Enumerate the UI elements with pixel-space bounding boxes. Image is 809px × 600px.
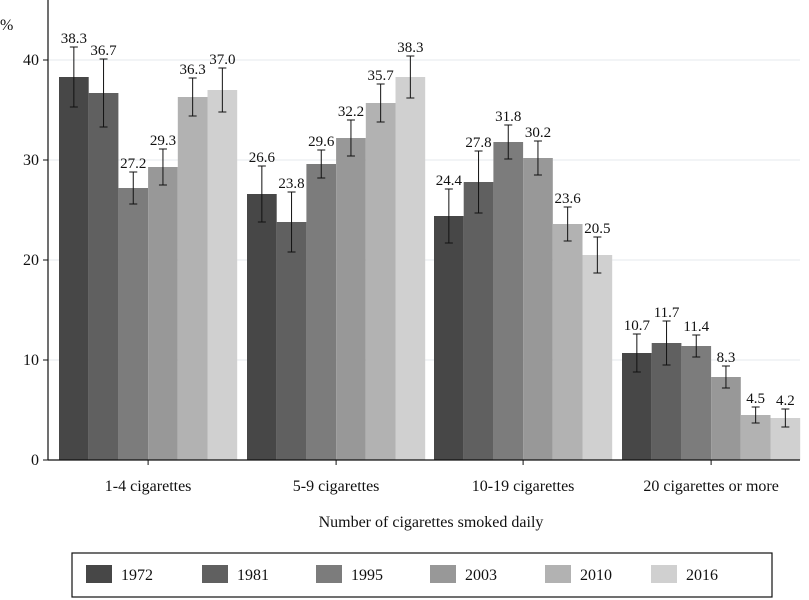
data-label: 11.7 (654, 305, 680, 321)
legend: 1972 1981 1995 2003 2010 2016 (71, 552, 773, 598)
data-label: 32.2 (338, 104, 364, 120)
bar (711, 377, 741, 460)
data-label: 27.8 (465, 135, 491, 151)
bar (276, 222, 307, 460)
bar (247, 194, 277, 460)
data-label: 30.2 (525, 125, 551, 141)
data-label: 4.5 (746, 391, 765, 407)
data-label: 24.4 (436, 173, 463, 189)
legend-label: 2003 (465, 567, 497, 584)
bar (493, 142, 524, 460)
legend-swatch (430, 565, 456, 583)
bar (306, 164, 337, 460)
bar (395, 77, 426, 460)
legend-swatch (202, 565, 228, 583)
data-label: 29.6 (308, 134, 335, 150)
y-tick-label: 40 (23, 52, 39, 69)
data-label: 29.3 (150, 133, 176, 149)
bar (463, 182, 494, 460)
bar (434, 216, 464, 460)
y-tick-label: 0 (31, 452, 39, 469)
data-label: 27.2 (120, 156, 146, 172)
data-label: 31.8 (495, 109, 521, 125)
data-label: 36.3 (180, 62, 206, 78)
data-label: 35.7 (368, 68, 395, 84)
bar (59, 77, 89, 460)
bar (88, 93, 119, 460)
data-label: 20.5 (584, 221, 610, 237)
error-bars (69, 46, 790, 428)
bar (118, 188, 149, 460)
data-label: 38.3 (397, 40, 423, 56)
data-label: 23.6 (555, 191, 582, 207)
bar (523, 158, 553, 460)
legend-label: 1972 (121, 567, 153, 584)
legend-label: 1981 (237, 567, 269, 584)
legend-swatch (316, 565, 342, 583)
y-axis: % 0 10 20 30 40 (0, 0, 49, 469)
data-label: 11.4 (683, 319, 709, 335)
x-tick-label: 10-19 cigarettes (472, 478, 575, 495)
data-label: 4.2 (776, 393, 795, 409)
y-tick-label: 30 (23, 152, 39, 169)
y-axis-title: % (0, 17, 13, 34)
y-tick-label: 10 (23, 352, 39, 369)
value-labels: 38.3 26.6 24.4 10.7 36.7 23.8 27.8 11.7 27.2 29.6… (61, 31, 795, 409)
bar (681, 346, 712, 460)
bar (207, 90, 238, 460)
bars (59, 77, 801, 460)
bar (552, 224, 583, 460)
legend-label: 2010 (580, 567, 612, 584)
bar (582, 255, 613, 460)
bar (336, 138, 366, 460)
x-axis: Number of cigarettes smoked daily 1-4 ci… (48, 459, 800, 531)
x-tick-label: 1-4 cigarettes (105, 478, 192, 495)
legend-label: 1995 (351, 567, 383, 584)
data-label: 23.8 (278, 176, 304, 192)
data-label: 37.0 (209, 52, 235, 68)
bar (365, 103, 396, 460)
legend-swatch (86, 565, 112, 583)
bar (148, 167, 178, 460)
x-tick-label: 5-9 cigarettes (293, 478, 380, 495)
data-label: 8.3 (717, 350, 736, 366)
data-label: 26.6 (249, 150, 276, 166)
data-label: 10.7 (624, 318, 651, 334)
data-label: 38.3 (61, 31, 87, 47)
y-tick-label: 20 (23, 252, 39, 269)
x-axis-title: Number of cigarettes smoked daily (319, 514, 544, 531)
x-tick-label: 20 cigarettes or more (643, 478, 779, 495)
bar (177, 97, 208, 460)
legend-swatch (651, 565, 677, 583)
data-label: 36.7 (90, 43, 117, 59)
legend-swatch (545, 565, 571, 583)
legend-label: 2016 (686, 567, 718, 584)
